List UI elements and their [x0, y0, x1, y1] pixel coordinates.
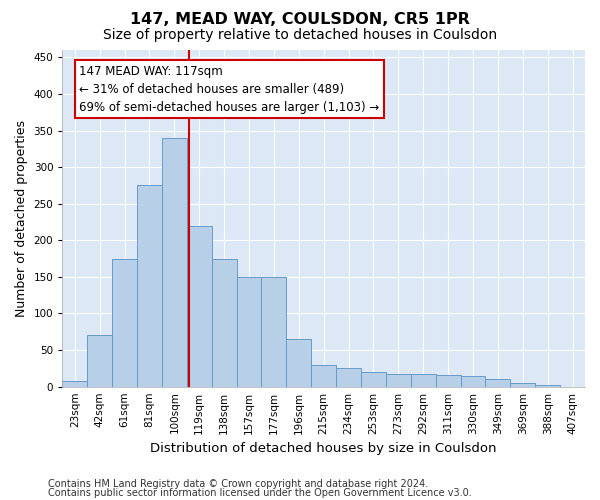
Bar [236, 277, 262, 386]
Bar [386, 374, 411, 386]
Bar [436, 375, 461, 386]
Bar [162, 138, 187, 386]
Text: Size of property relative to detached houses in Coulsdon: Size of property relative to detached ho… [103, 28, 497, 42]
Bar [535, 385, 560, 386]
Bar [137, 186, 162, 386]
Bar [361, 372, 386, 386]
Bar [311, 364, 336, 386]
Bar [336, 368, 361, 386]
X-axis label: Distribution of detached houses by size in Coulsdon: Distribution of detached houses by size … [151, 442, 497, 455]
Text: Contains public sector information licensed under the Open Government Licence v3: Contains public sector information licen… [48, 488, 472, 498]
Bar [485, 380, 511, 386]
Text: 147 MEAD WAY: 117sqm
← 31% of detached houses are smaller (489)
69% of semi-deta: 147 MEAD WAY: 117sqm ← 31% of detached h… [79, 64, 380, 114]
Bar [411, 374, 436, 386]
Bar [262, 277, 286, 386]
Bar [286, 339, 311, 386]
Bar [187, 226, 212, 386]
Bar [212, 258, 236, 386]
Bar [62, 381, 87, 386]
Text: 147, MEAD WAY, COULSDON, CR5 1PR: 147, MEAD WAY, COULSDON, CR5 1PR [130, 12, 470, 28]
Bar [511, 383, 535, 386]
Text: Contains HM Land Registry data © Crown copyright and database right 2024.: Contains HM Land Registry data © Crown c… [48, 479, 428, 489]
Bar [87, 336, 112, 386]
Y-axis label: Number of detached properties: Number of detached properties [15, 120, 28, 317]
Bar [112, 258, 137, 386]
Bar [461, 376, 485, 386]
